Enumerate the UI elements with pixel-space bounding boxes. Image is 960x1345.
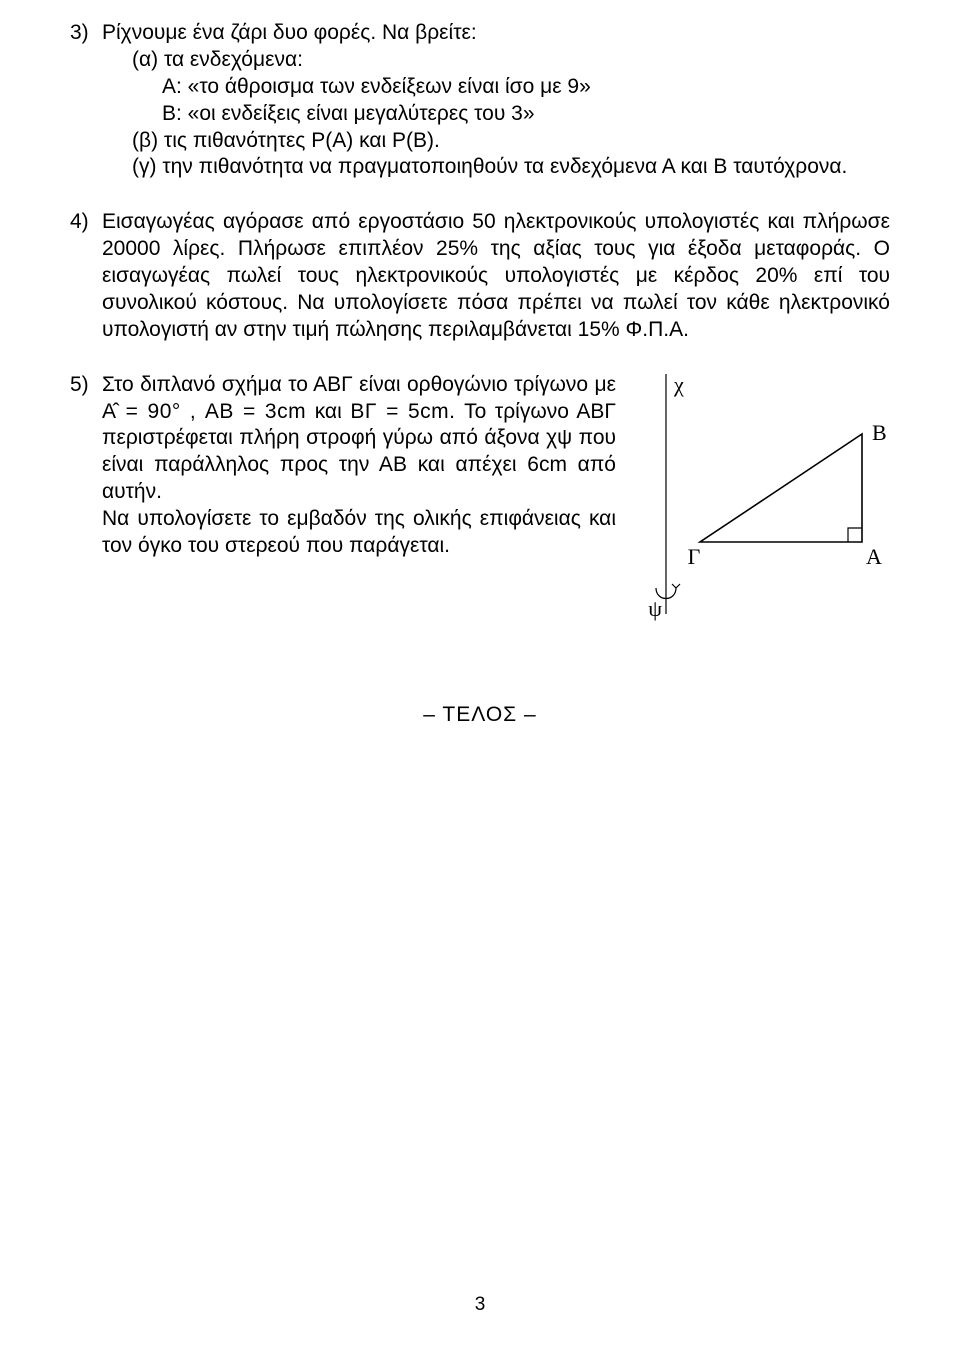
question-5: 5) Στο διπλανό σχήμα το ΑΒΓ είναι ορθογώ…	[70, 372, 890, 632]
q5-line4: Να υπολογίσετε το εμβαδόν της ολικής επι…	[102, 507, 616, 557]
q3-beta: (β) τις πιθανότητες Ρ(Α) και Ρ(Β).	[102, 128, 890, 155]
q5-line3: περιστρέφεται πλήρη στροφή γύρω από άξον…	[102, 426, 616, 503]
q5-number: 5)	[70, 372, 102, 399]
svg-text:Α: Α	[866, 544, 882, 569]
triangle-diagram-icon: χ ψ Γ Α Β	[630, 372, 890, 632]
q3-event-a: Α: «το άθροισμα των ενδείξεων είναι ίσο …	[102, 74, 890, 101]
question-3: 3) Ρίχνουμε ένα ζάρι δυο φορές. Να βρείτ…	[70, 20, 890, 181]
q3-intro: Ρίχνουμε ένα ζάρι δυο φορές. Να βρείτε:	[102, 20, 890, 47]
end-marker: – ΤΕΛΟΣ –	[70, 702, 890, 729]
q4-text: Εισαγωγέας αγόρασε από εργοστάσιο 50 ηλε…	[102, 209, 890, 343]
q5-line2-tail: Το τρίγωνο ΑΒΓ	[464, 400, 616, 423]
q5-and: και	[315, 400, 342, 423]
q5-expr-angle: Α̂ = 90° ,	[102, 400, 196, 423]
svg-text:Γ: Γ	[688, 544, 701, 569]
q4-number: 4)	[70, 209, 102, 236]
q5-figure: χ ψ Γ Α Β	[630, 372, 890, 632]
question-4: 4) Εισαγωγέας αγόρασε από εργοστάσιο 50 …	[70, 209, 890, 343]
svg-text:ψ: ψ	[648, 596, 662, 621]
q3-number: 3)	[70, 20, 102, 47]
q3-gamma: (γ) την πιθανότητα να πραγματοποιηθούν τ…	[102, 154, 890, 181]
svg-text:χ: χ	[673, 372, 684, 397]
q3-event-b: Β: «οι ενδείξεις είναι μεγαλύτερες του 3…	[102, 101, 890, 128]
q5-line1: Στο διπλανό σχήμα το ΑΒΓ είναι ορθογώνιο…	[102, 373, 616, 396]
q5-text: Στο διπλανό σχήμα το ΑΒΓ είναι ορθογώνιο…	[102, 372, 616, 560]
page-number: 3	[0, 1293, 960, 1317]
svg-text:Β: Β	[872, 420, 887, 445]
q3-alpha-label: (α) τα ενδεχόμενα:	[102, 47, 890, 74]
q5-expr-bg: ΒΓ = 5cm.	[350, 400, 455, 423]
q5-expr-ab: ΑΒ = 3cm	[205, 400, 306, 423]
